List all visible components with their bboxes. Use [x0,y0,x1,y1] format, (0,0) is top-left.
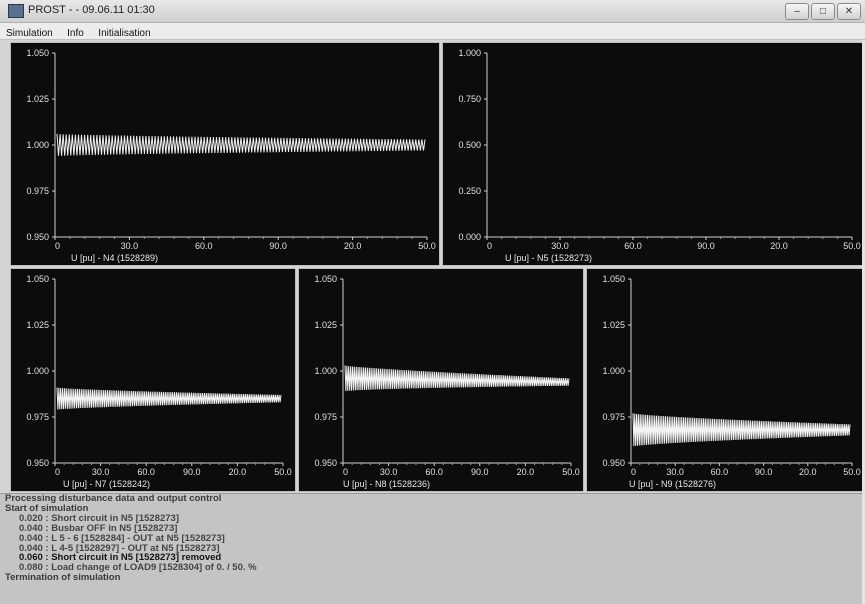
x-tick-label: 20.0 [517,467,535,477]
x-tick-label: 50.0 [843,241,861,251]
x-tick-label: 0 [487,241,492,251]
minimize-button[interactable]: – [785,3,809,20]
y-tick-label: 1.025 [26,320,49,330]
y-tick-label: 0.950 [26,458,49,468]
plot-n5: 1.000 0.750 0.500 0.250 0.000 0 30.0 60.0 90.0 20… [442,42,865,266]
x-tick-label: 90.0 [471,467,489,477]
plot-n8-label: U [pu] - N8 (1528236) [343,479,431,489]
plot-n9-svg: 1.050 1.025 1.000 0.975 0.950 0 30.0 60.0 90.0 20… [602,274,861,477]
y-tick-label: 1.050 [602,274,625,284]
plot-n5-svg: 1.000 0.750 0.500 0.250 0.000 0 30.0 60.0 90.0 20… [458,48,861,251]
voltage-trace [56,387,282,410]
voltage-trace [56,133,426,156]
x-tick-label: 30.0 [380,467,398,477]
y-tick-label: 0.000 [458,232,481,242]
x-tick-label: 30.0 [666,467,684,477]
x-tick-label: 20.0 [229,467,247,477]
x-tick-label: 50.0 [843,467,861,477]
x-tick-label: 20.0 [799,467,817,477]
voltage-trace [632,413,851,447]
x-tick-label: 20.0 [344,241,362,251]
y-tick-label: 1.025 [314,320,337,330]
x-tick-label: 0 [631,467,636,477]
plot-n9-label: U [pu] - N9 (1528276) [629,479,717,489]
plot-n8-svg: 1.050 1.025 1.000 0.975 0.950 0 30.0 60.0 90.0 20… [314,274,580,477]
x-tick-label: 90.0 [183,467,201,477]
menu-info[interactable]: Info [67,28,84,39]
app-icon [8,4,24,18]
maximize-button[interactable]: □ [811,3,835,20]
plot-n8: 1.050 1.025 1.000 0.975 0.950 0 30.0 60.0 90.0 20… [298,268,584,492]
menu-bar: Simulation Info Initialisation [0,23,865,40]
x-tick-label: 50.0 [418,241,436,251]
y-tick-label: 0.750 [458,94,481,104]
log-event: 0.080 : Load change of LOAD9 [1528304] o… [19,562,257,574]
x-tick-label: 30.0 [92,467,110,477]
menu-simulation[interactable]: Simulation [6,28,53,39]
log-event: 0.040 : L 5 - 6 [1528284] - OUT at N5 [1… [19,532,225,544]
plot-n7: 1.050 1.025 1.000 0.975 0.950 0 30.0 60.0 90.0 20… [10,268,296,492]
x-tick-label: 60.0 [624,241,642,251]
x-tick-label: 60.0 [425,467,443,477]
y-tick-label: 1.000 [314,366,337,376]
x-tick-label: 60.0 [711,467,729,477]
y-tick-label: 1.000 [458,48,481,58]
y-tick-label: 1.050 [26,274,49,284]
scrollbar[interactable] [862,40,865,604]
plot-n7-label: U [pu] - N7 (1528242) [63,479,151,489]
y-tick-label: 0.975 [314,412,337,422]
y-tick-label: 0.975 [26,412,49,422]
y-tick-label: 0.975 [26,186,49,196]
y-tick-label: 1.050 [26,48,49,58]
x-tick-label: 20.0 [770,241,788,251]
x-tick-label: 60.0 [137,467,155,477]
log-event: 0.040 : L 4-5 [1528297] - OUT at N5 [152… [19,542,220,554]
y-tick-label: 0.950 [602,458,625,468]
x-tick-label: 30.0 [551,241,569,251]
log-header: Processing disturbance data and output c… [5,493,222,504]
plot-n7-svg: 1.050 1.025 1.000 0.975 0.950 0 30.0 60.0 90.0 20… [26,274,292,477]
y-tick-label: 1.050 [314,274,337,284]
y-tick-label: 1.000 [602,366,625,376]
menu-initialisation[interactable]: Initialisation [98,28,151,39]
plot-n5-label: U [pu] - N5 (1528273) [505,253,593,263]
plot-n4-svg: 1.050 1.025 1.000 0.975 0.950 0 30.0 60.0 90.0 20… [26,48,436,251]
x-tick-label: 50.0 [562,467,580,477]
x-tick-label: 50.0 [274,467,292,477]
close-button[interactable]: ✕ [837,3,861,20]
window-title: PROST - - 09.06.11 01:30 [28,4,155,16]
y-tick-label: 0.950 [26,232,49,242]
log-event: 0.040 : Busbar OFF in N5 [1528273] [19,522,178,534]
x-tick-label: 0 [55,467,60,477]
log-event: 0.060 : Short circuit in N5 [1528273] re… [19,552,222,564]
x-tick-label: 90.0 [697,241,715,251]
y-tick-label: 0.950 [314,458,337,468]
log-start: Start of simulation [5,502,89,514]
x-tick-label: 0 [343,467,348,477]
plot-n9: 1.050 1.025 1.000 0.975 0.950 0 30.0 60.0 90.0 20… [586,268,865,492]
log-end: Termination of simulation [5,572,121,584]
y-tick-label: 1.025 [26,94,49,104]
x-tick-label: 60.0 [195,241,213,251]
y-tick-label: 1.025 [602,320,625,330]
x-tick-label: 90.0 [755,467,773,477]
message-log[interactable]: Processing disturbance data and output c… [0,493,862,604]
y-tick-label: 0.500 [458,140,481,150]
voltage-trace [344,365,570,392]
y-tick-label: 0.250 [458,186,481,196]
y-tick-label: 0.975 [602,412,625,422]
log-event: 0.020 : Short circuit in N5 [1528273] [19,512,179,524]
x-tick-label: 0 [55,241,60,251]
x-tick-label: 30.0 [121,241,139,251]
plot-n4-label: U [pu] - N4 (1528289) [71,253,159,263]
y-tick-label: 1.000 [26,366,49,376]
plot-n4: 1.050 1.025 1.000 0.975 0.950 0 30.0 60.0 90.0 20… [10,42,440,266]
y-tick-label: 1.000 [26,140,49,150]
x-tick-label: 90.0 [269,241,287,251]
title-bar: PROST - - 09.06.11 01:30 – □ ✕ [0,0,865,23]
